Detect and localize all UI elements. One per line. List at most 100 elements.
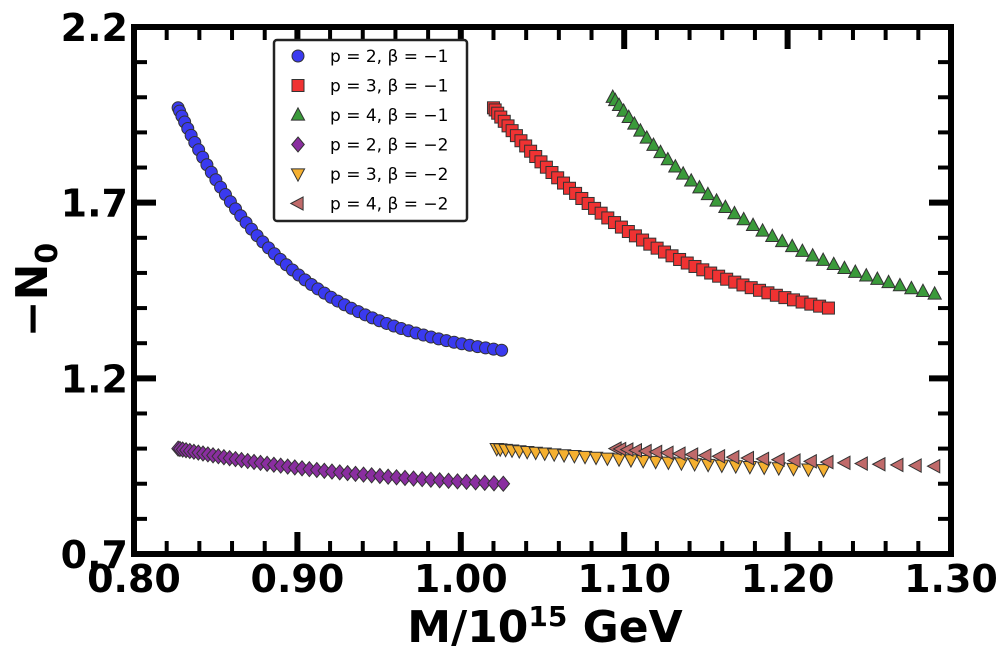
data-point: [635, 455, 651, 469]
legend-item: p = 3, β = −1: [291, 77, 448, 97]
data-point: [816, 464, 831, 478]
data-point: [477, 474, 492, 492]
data-point: [711, 448, 726, 464]
legend-item: p = 2, β = −2: [291, 136, 448, 156]
legend-item: p = 4, β = −1: [290, 106, 448, 126]
data-point: [588, 451, 604, 466]
x-tick-label: 1.10: [577, 557, 671, 601]
data-point: [858, 267, 874, 282]
data-point: [611, 453, 627, 468]
data-point: [764, 228, 780, 242]
data-point: [646, 137, 661, 151]
data-point: [653, 144, 668, 159]
data-point: [889, 457, 904, 473]
data-point: [648, 455, 664, 470]
data-point: [784, 238, 800, 253]
data-point: [742, 460, 758, 475]
data-point: [671, 446, 686, 462]
data-point: [892, 277, 908, 292]
legend-item: p = 4, β = −2: [289, 195, 448, 215]
legend: p = 2, β = −1 p = 3, β = −1 p = 4, β = −1 p…: [272, 38, 469, 223]
data-point: [459, 473, 474, 491]
data-point: [496, 475, 511, 493]
legend-marker: [291, 49, 305, 63]
data-point: [926, 458, 941, 474]
data-point: [432, 472, 447, 489]
y-axis-label: −N0: [7, 243, 65, 338]
data-point: [915, 283, 931, 297]
data-point: [815, 252, 831, 266]
data-point: [450, 473, 465, 490]
legend-label: p = 4, β = −1: [330, 106, 448, 126]
legend-marker: [289, 196, 304, 211]
data-point: [709, 192, 725, 207]
data-point: [725, 449, 740, 465]
data-point: [683, 172, 699, 187]
data-point: [599, 452, 615, 467]
data-point: [717, 199, 733, 214]
data-point: [770, 452, 785, 468]
legend-label: p = 3, β = −1: [330, 77, 448, 97]
axis-ticks: [131, 24, 954, 557]
data-point: [667, 158, 683, 173]
data-point: [623, 454, 639, 469]
data-point: [826, 256, 842, 271]
data-point: [869, 271, 885, 285]
data-point: [802, 453, 817, 469]
data-point: [871, 456, 886, 472]
legend-marker: [291, 136, 305, 153]
data-point: [621, 109, 637, 124]
data-point: [700, 186, 716, 201]
data-point: [907, 458, 922, 473]
data-point: [821, 301, 835, 315]
data-point: [487, 475, 501, 492]
data-point: [660, 151, 676, 166]
data-point: [805, 247, 821, 262]
legend-label: p = 2, β = −2: [330, 136, 448, 156]
data-point: [740, 450, 755, 466]
data-point: [786, 453, 801, 468]
legend-marker: [291, 79, 305, 92]
legend-item: p = 2, β = −1: [291, 47, 448, 67]
legend-label: p = 3, β = −2: [330, 165, 448, 185]
data-point: [853, 456, 868, 471]
series-4: [171, 440, 511, 493]
data-point: [495, 343, 509, 357]
data-point: [556, 449, 572, 464]
data-point: [881, 274, 897, 289]
x-tick-label: 0.80: [87, 557, 181, 601]
x-tick-label: 1.30: [904, 557, 997, 601]
data-point: [675, 165, 691, 180]
y-tick-label: 0.7: [61, 533, 128, 577]
plot-frame: [131, 24, 954, 557]
y-tick-label: 1.7: [61, 182, 128, 226]
data-point: [736, 211, 752, 226]
y-tick-label: 1.2: [61, 357, 128, 401]
data-point: [626, 115, 642, 130]
data-point: [639, 129, 655, 144]
data-point: [794, 243, 810, 257]
y-tick-label: 2.2: [61, 6, 128, 50]
x-tick-label: 0.90: [251, 557, 345, 601]
data-point: [837, 260, 852, 275]
legend-box: [272, 38, 469, 223]
legend-label: p = 2, β = −1: [330, 47, 448, 67]
data-point: [441, 472, 456, 490]
data-point: [684, 447, 699, 462]
data-point: [836, 455, 851, 471]
series-6: [607, 441, 941, 474]
data-point: [692, 179, 707, 194]
data-points: [171, 89, 943, 493]
data-point: [697, 447, 712, 463]
data-point: [700, 458, 716, 473]
legend-marker: [290, 106, 306, 121]
series-2: [486, 101, 835, 315]
x-tick-label: 1.20: [741, 557, 835, 601]
x-axis-label: M/1015 GeV: [407, 600, 682, 653]
data-point: [415, 470, 430, 488]
data-point: [398, 469, 412, 487]
data-point: [755, 222, 771, 237]
data-point: [687, 458, 703, 473]
data-point: [406, 470, 421, 487]
